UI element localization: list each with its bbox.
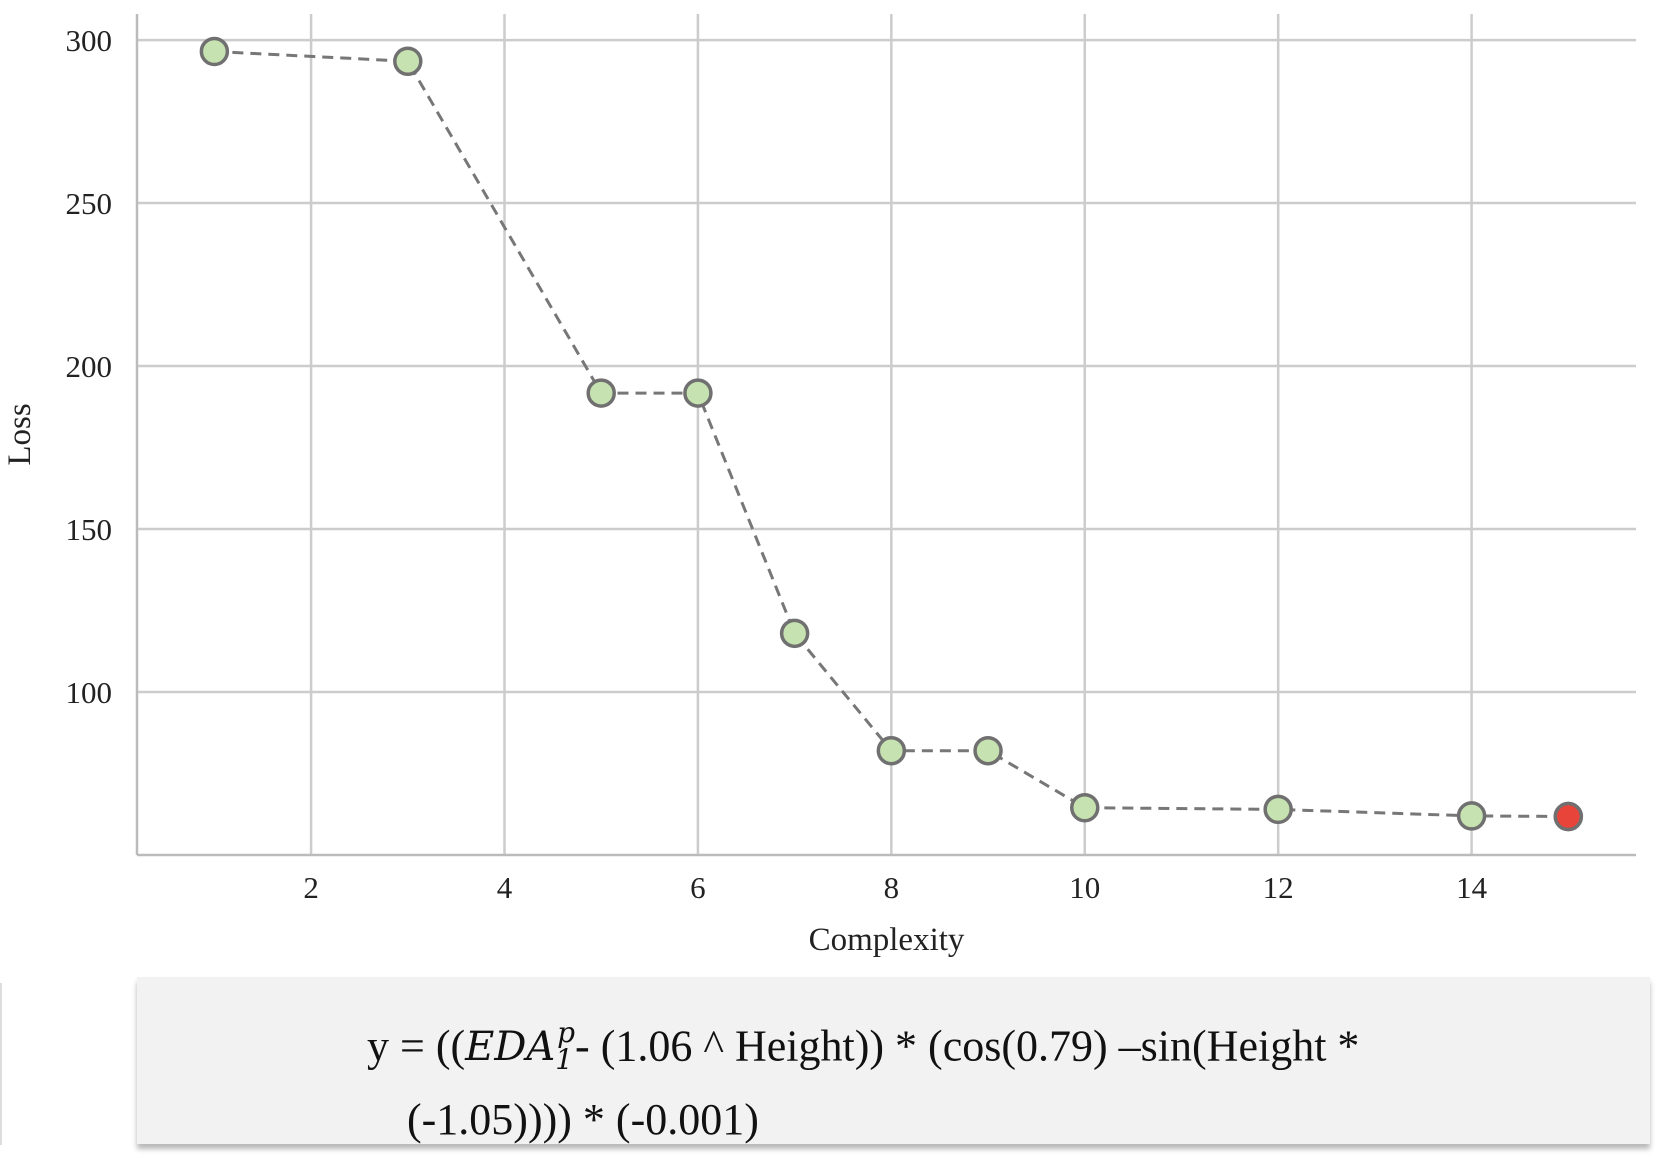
data-point <box>1070 792 1100 823</box>
formula-box: y = ((EDA1p- (1.06 ^ Height)) * (cos(0.7… <box>137 977 1650 1144</box>
data-point <box>876 735 907 766</box>
y-tick-label-200: 200 <box>66 349 113 384</box>
formula-variable-subscript: 1 <box>555 1043 574 1077</box>
y-axis-label: Loss <box>2 403 38 465</box>
x-tick-label-14: 14 <box>1456 870 1488 905</box>
grid <box>137 14 1636 855</box>
x-tick-label-4: 4 <box>497 870 513 905</box>
data-point <box>779 618 810 649</box>
y-tick-label-250: 250 <box>66 186 113 221</box>
data-point <box>199 36 230 67</box>
formula-rest: - (1.06 ^ Height)) * (cos(0.79) –sin(Hei… <box>575 1021 1360 1071</box>
tick-labels: 2 4 6 8 10 12 14 100 150 200 250 300 <box>66 23 1488 905</box>
x-tick-label-12: 12 <box>1263 870 1294 905</box>
formula-prefix: y = (( <box>367 1021 466 1071</box>
x-tick-label-2: 2 <box>303 870 319 905</box>
x-tick-label-6: 6 <box>690 870 706 905</box>
data-point <box>973 735 1003 766</box>
y-tick-label-300: 300 <box>66 23 113 58</box>
x-tick-label-10: 10 <box>1069 870 1100 905</box>
divider <box>0 983 2 1145</box>
x-tick-label-8: 8 <box>884 870 900 905</box>
x-axis-label: Complexity <box>809 922 965 958</box>
highlight-point <box>1553 801 1584 832</box>
formula-variable-superscript: p <box>557 1016 576 1049</box>
data-markers <box>199 36 1584 832</box>
chart: 2 4 6 8 10 12 14 100 150 200 250 300 Complexity Los… <box>2 14 1636 958</box>
formula-variable-base: EDA <box>465 1024 556 1071</box>
data-point <box>1456 801 1487 831</box>
y-tick-label-150: 150 <box>66 512 113 547</box>
data-point <box>586 378 616 408</box>
formula-line-1: y = ((EDA1p- (1.06 ^ Height)) * (cos(0.7… <box>367 1007 1650 1090</box>
formula-line-2: (-1.05)))) * (-0.001) <box>407 1095 759 1145</box>
data-point <box>393 46 423 77</box>
y-tick-label-100: 100 <box>66 675 113 710</box>
data-point <box>1263 794 1293 825</box>
formula-variable: EDA1p <box>465 1016 575 1076</box>
axes <box>135 14 1636 857</box>
data-point <box>683 378 713 408</box>
